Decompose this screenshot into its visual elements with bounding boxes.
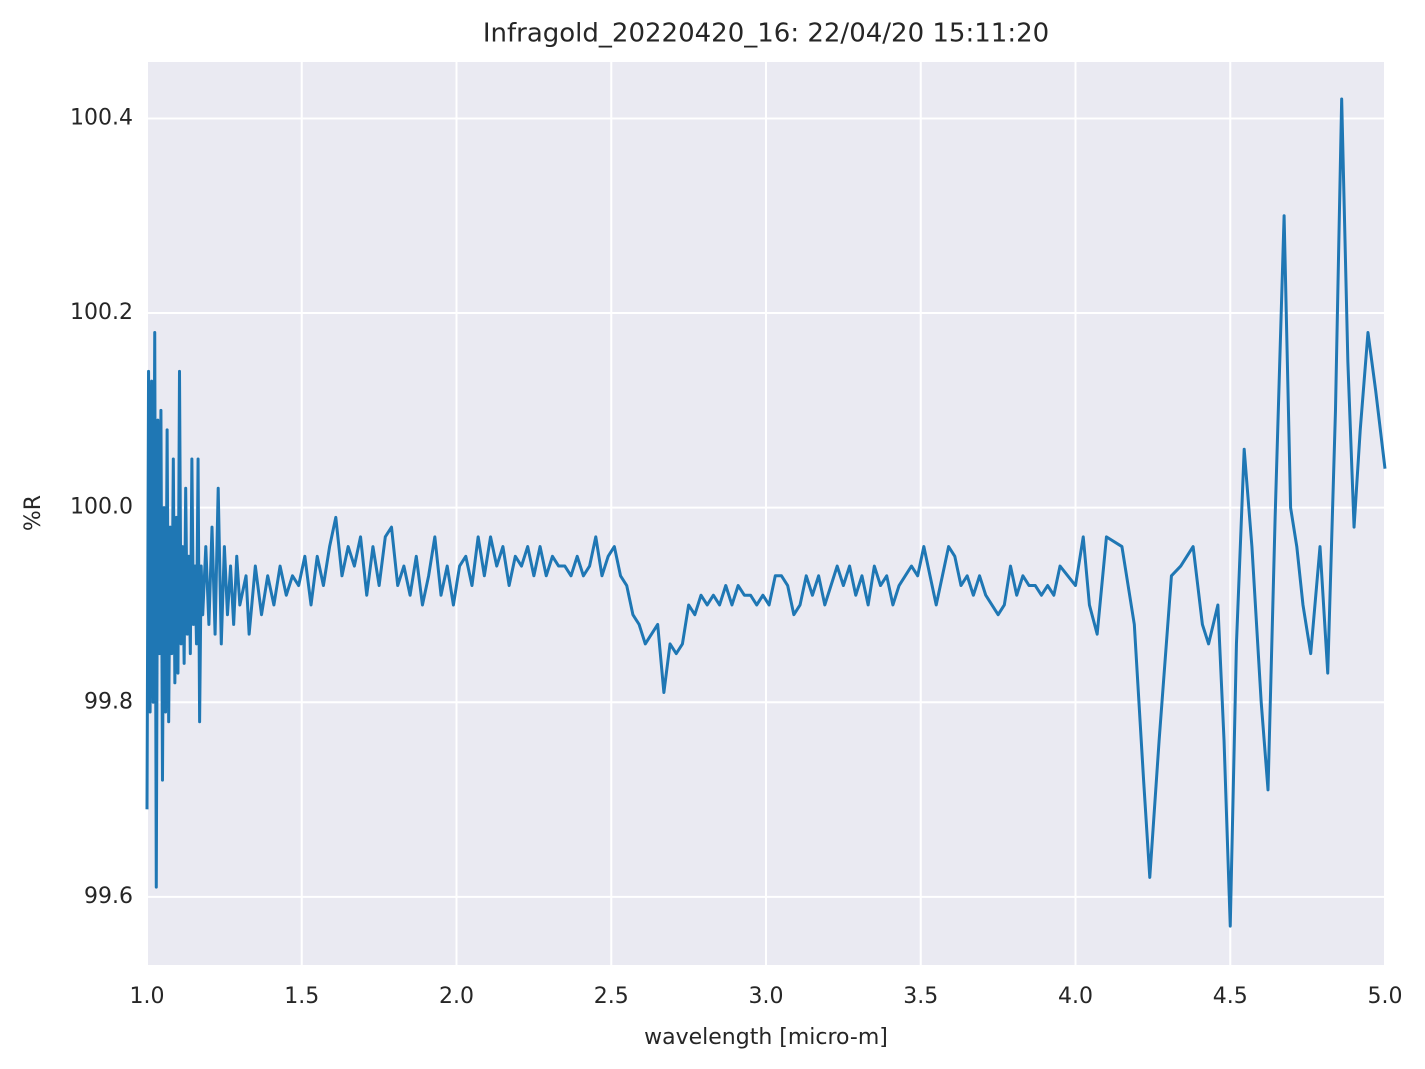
x-tick-label: 3.5 (903, 984, 938, 1009)
x-tick-label: 4.0 (1058, 984, 1093, 1009)
data-line (145, 97, 1387, 928)
chart-title: Infragold_20220420_16: 22/04/20 15:11:20 (483, 19, 1049, 49)
y-tick-label: 99.6 (84, 884, 133, 909)
x-tick-label: 2.5 (594, 984, 629, 1009)
x-tick-label: 3.0 (749, 984, 784, 1009)
y-tick-label: 100.4 (70, 105, 133, 130)
y-axis-label: %R (21, 495, 46, 531)
x-tick-label: 1.0 (130, 984, 165, 1009)
x-tick-label: 4.5 (1213, 984, 1248, 1009)
y-tick-label: 100.0 (70, 495, 133, 520)
y-tick-label: 100.2 (70, 300, 133, 325)
y-tick-label: 99.8 (84, 689, 133, 714)
x-axis-label: wavelength [micro-m] (644, 1025, 888, 1050)
x-tick-label: 2.0 (439, 984, 474, 1009)
x-tick-label: 1.5 (284, 984, 319, 1009)
x-tick-label: 5.0 (1368, 984, 1403, 1009)
